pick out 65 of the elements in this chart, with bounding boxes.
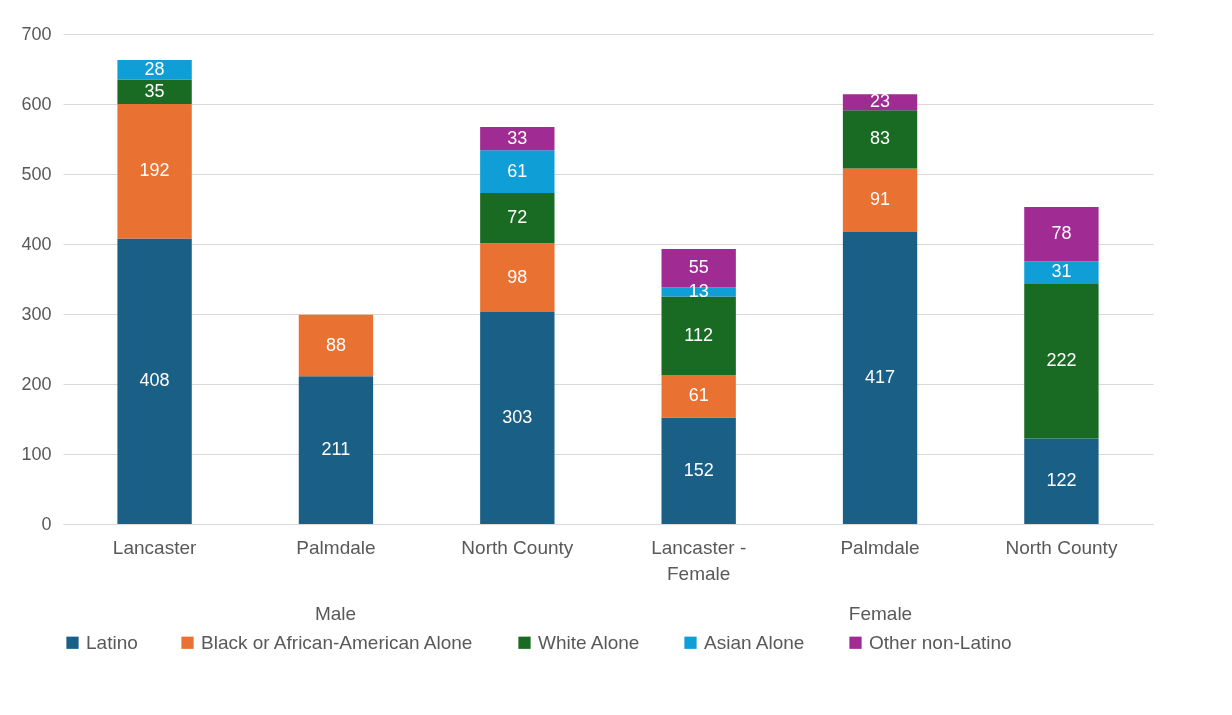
bar xyxy=(480,311,555,524)
x-tick-label: North County xyxy=(1005,536,1118,558)
bar xyxy=(1024,206,1099,262)
data-label: 78 xyxy=(1051,223,1072,244)
bar xyxy=(480,243,555,312)
bar xyxy=(842,110,918,169)
bar xyxy=(661,417,736,524)
data-label: 211 xyxy=(321,439,351,460)
data-label: 28 xyxy=(144,58,165,79)
data-label: 55 xyxy=(688,257,709,278)
x-tick-label: North County xyxy=(461,536,574,558)
bar xyxy=(1024,261,1099,284)
data-label: 61 xyxy=(507,160,528,181)
bar xyxy=(480,127,555,151)
data-label: 408 xyxy=(139,370,170,391)
data-label: 91 xyxy=(870,189,891,210)
bar xyxy=(298,314,374,377)
x-tick-label: Lancaster xyxy=(112,536,197,558)
data-label: 72 xyxy=(507,207,528,228)
bar xyxy=(480,150,555,193)
bar xyxy=(1024,438,1099,524)
bar xyxy=(661,296,736,375)
y-tick-label: 700 xyxy=(21,23,52,44)
data-label: 23 xyxy=(870,91,891,112)
legend-label: Asian Alone xyxy=(704,631,805,653)
data-label: 122 xyxy=(1046,470,1077,491)
bar xyxy=(117,238,192,524)
bar xyxy=(298,376,374,524)
text: Male xyxy=(314,603,357,624)
legend-label: Black or African-American Alone xyxy=(201,631,473,653)
legend-label: Latino xyxy=(86,631,138,653)
legend-label: Other non-Latino xyxy=(869,631,1012,653)
bar xyxy=(661,374,736,418)
data-label: 152 xyxy=(683,459,714,480)
legend-label: White Alone xyxy=(538,631,640,653)
bar xyxy=(117,79,192,104)
data-label: 222 xyxy=(1046,349,1077,370)
bar xyxy=(1024,283,1099,439)
data-label: 83 xyxy=(870,128,891,149)
y-tick-label: 0 xyxy=(41,513,52,534)
bar xyxy=(842,168,918,233)
bar xyxy=(480,192,555,244)
data-label: 192 xyxy=(139,160,170,181)
bar xyxy=(117,104,192,239)
x-tick-label: Palmdale xyxy=(296,536,376,558)
data-label: 88 xyxy=(325,334,346,355)
data-label: 61 xyxy=(688,385,709,406)
y-tick-label: 400 xyxy=(21,233,52,254)
data-label: 33 xyxy=(507,127,528,148)
data-label: 31 xyxy=(1051,261,1072,282)
y-tick-label: 500 xyxy=(21,163,52,184)
x-tick-label: Lancaster - Female xyxy=(651,536,747,584)
y-tick-label: 300 xyxy=(21,303,52,324)
text: Female xyxy=(848,603,913,624)
data-label: 35 xyxy=(144,80,165,101)
x-tick-label: Palmdale xyxy=(840,536,920,558)
y-tick-label: 100 xyxy=(21,443,52,464)
data-label: 112 xyxy=(684,324,714,345)
y-tick-label: 200 xyxy=(21,373,52,394)
data-label: 98 xyxy=(507,266,528,287)
bar xyxy=(842,232,918,524)
data-label: 417 xyxy=(865,367,896,388)
bar xyxy=(117,59,192,80)
data-label: 303 xyxy=(502,406,533,427)
y-tick-label: 600 xyxy=(21,93,52,114)
